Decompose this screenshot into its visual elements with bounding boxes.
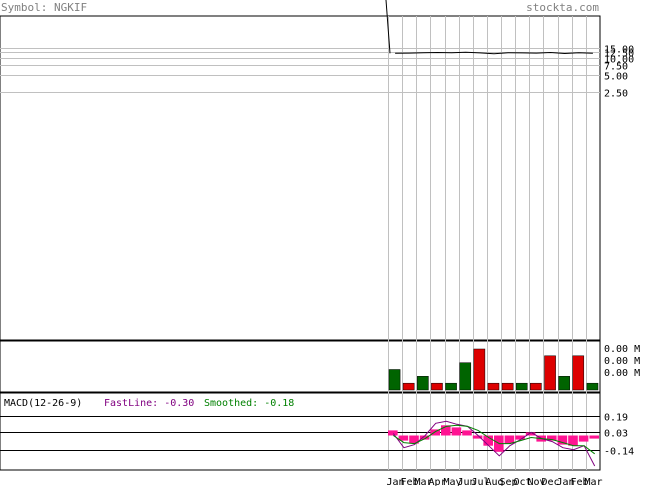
macd-histogram-bar xyxy=(462,430,472,436)
price-tick-label: 2.50 xyxy=(604,89,628,100)
macd-histogram-bar xyxy=(451,427,462,436)
macd-fast-line xyxy=(392,420,596,467)
volume-bar xyxy=(558,376,570,391)
month-tick-label: Oct xyxy=(514,477,532,486)
site-name: stockta.com xyxy=(526,1,599,14)
volume-bar xyxy=(431,382,443,391)
volume-bar xyxy=(501,382,514,391)
macd-histogram-bar xyxy=(568,435,578,446)
macd-histogram-bar xyxy=(557,435,568,445)
month-tick-label: Mar xyxy=(585,477,603,486)
macd-histogram-bar xyxy=(430,429,440,436)
price-panel-frame xyxy=(0,15,601,341)
price-spike xyxy=(385,0,391,54)
month-tick-label: Nov xyxy=(528,477,546,486)
volume-bar xyxy=(544,355,556,391)
price-line xyxy=(395,51,593,55)
price-tick-label: 12.50 xyxy=(604,49,634,60)
volume-bar xyxy=(572,355,585,391)
volume-bar xyxy=(445,382,457,391)
price-tick-label: 7.50 xyxy=(604,62,628,73)
macd-tick-label: 0.19 xyxy=(604,413,628,424)
month-tick-label: Aug xyxy=(486,477,504,486)
macd-tick-label: 0.03 xyxy=(604,429,628,440)
macd-smoothed-label: Smoothed: -0.18 xyxy=(204,398,294,409)
month-tick-label: Jul xyxy=(472,477,490,486)
macd-smoothed-line xyxy=(393,424,596,455)
price-tick-label: 10.00 xyxy=(604,55,634,66)
macd-histogram-bar xyxy=(589,435,599,439)
macd-histogram-bar xyxy=(409,435,419,444)
price-tick-label: 15.00 xyxy=(604,45,634,56)
symbol-label: Symbol: NGKIF xyxy=(1,1,88,14)
volume-bar xyxy=(459,362,472,391)
macd-title: MACD(12-26-9) xyxy=(4,398,82,409)
volume-tick-label: 0.00 M xyxy=(604,344,640,355)
macd-panel-frame xyxy=(0,392,601,471)
volume-bar xyxy=(417,376,429,391)
macd-histogram-bar xyxy=(578,435,589,442)
macd-tick-label: -0.14 xyxy=(604,447,634,458)
macd-histogram-bar xyxy=(483,435,493,446)
month-tick-label: Feb xyxy=(401,477,419,486)
volume-bar xyxy=(530,382,542,391)
volume-bar xyxy=(402,382,415,391)
volume-bar xyxy=(487,382,500,391)
volume-panel-frame xyxy=(0,340,601,393)
macd-fast-label: FastLine: -0.30 xyxy=(104,398,194,409)
month-tick-label: Sep xyxy=(500,477,518,486)
macd-histogram-bar xyxy=(398,435,409,441)
month-tick-label: Jun xyxy=(458,477,476,486)
price-tick-label: 5.00 xyxy=(604,72,628,83)
macd-histogram-bar xyxy=(504,435,515,444)
month-tick-label: Jan xyxy=(387,477,405,486)
macd-histogram-bar xyxy=(472,435,483,439)
volume-bar xyxy=(388,369,401,391)
month-tick-label: Dec xyxy=(542,477,560,486)
month-tick-label: Jan xyxy=(557,477,575,486)
month-tick-label: Apr xyxy=(429,477,447,486)
macd-histogram-bar xyxy=(515,435,525,440)
month-tick-label: Mar xyxy=(415,477,433,486)
macd-histogram-bar xyxy=(419,435,430,440)
volume-tick-label: 0.00 M xyxy=(604,368,640,379)
volume-bar xyxy=(586,382,599,391)
volume-bar xyxy=(473,348,486,391)
volume-bar xyxy=(515,382,528,391)
volume-tick-label: 0.00 M xyxy=(604,356,640,367)
macd-histogram-bar xyxy=(441,425,451,436)
macd-histogram-bar xyxy=(547,435,557,441)
month-tick-label: May xyxy=(444,477,462,486)
macd-histogram-bar xyxy=(525,432,536,436)
macd-histogram-bar xyxy=(388,430,398,436)
month-tick-label: Feb xyxy=(571,477,589,486)
